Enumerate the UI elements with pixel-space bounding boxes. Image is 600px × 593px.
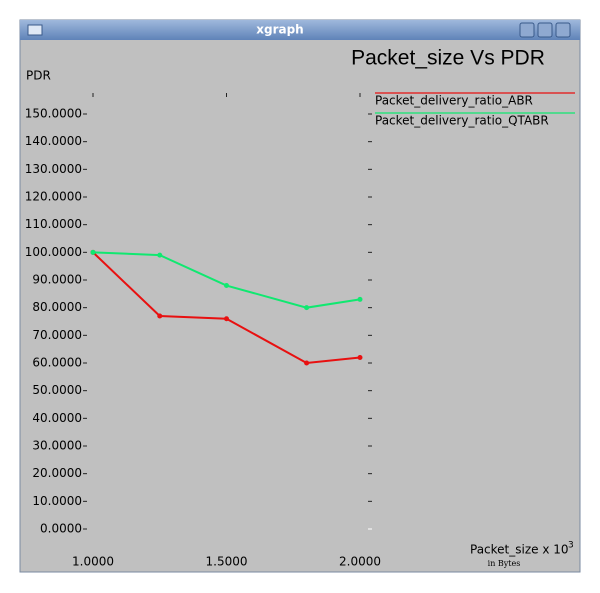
x-tick-label: 1.5000 — [206, 555, 248, 569]
y-tick-label: 90.0000 — [32, 273, 82, 287]
y-tick-label: 20.0000 — [32, 466, 82, 480]
y-tick-label: 0.0000 — [40, 522, 82, 536]
legend-label: Packet_delivery_ratio_ABR — [375, 94, 533, 108]
y-tick-label: 10.0000 — [32, 494, 82, 508]
close-button[interactable] — [555, 22, 571, 38]
y-tick-label: 110.0000 — [25, 217, 82, 231]
data-point — [224, 316, 229, 322]
y-tick-label: 30.0000 — [32, 439, 82, 453]
data-point — [357, 354, 363, 360]
data-point — [157, 313, 163, 319]
data-point — [157, 252, 163, 258]
data-point — [90, 249, 96, 255]
x-axis-unit: in Bytes — [488, 559, 521, 568]
y-tick-label: 120.0000 — [25, 190, 82, 204]
y-tick-label: 70.0000 — [32, 328, 82, 342]
y-tick-label: 80.0000 — [32, 300, 82, 314]
window-frame — [19, 19, 581, 573]
y-tick-label: 140.0000 — [25, 134, 82, 148]
y-tick-label: 40.0000 — [32, 411, 82, 425]
data-point — [304, 305, 310, 311]
chart-title: Packet_size Vs PDR — [351, 47, 545, 70]
y-tick-label: 60.0000 — [32, 356, 82, 370]
minimize-button[interactable] — [519, 22, 535, 38]
window-title: xgraph — [256, 23, 303, 37]
x-axis-label-exponent: 3 — [568, 541, 574, 551]
data-point — [224, 283, 229, 289]
x-tick-label: 2.0000 — [339, 555, 381, 569]
maximize-button[interactable] — [537, 22, 553, 38]
data-point — [304, 360, 310, 366]
window-menu[interactable] — [27, 24, 43, 36]
y-tick-label: 150.0000 — [25, 107, 82, 121]
legend-label: Packet_delivery_ratio_QTABR — [375, 114, 549, 128]
y-tick-label: 100.0000 — [25, 245, 82, 259]
x-axis-label: Packet_size x 10 — [470, 543, 569, 557]
title-bar — [20, 20, 580, 40]
y-tick-label: 130.0000 — [25, 162, 82, 176]
x-tick-label: 1.0000 — [72, 555, 114, 569]
data-point — [357, 296, 363, 302]
y-tick-label: 50.0000 — [32, 383, 82, 397]
y-axis-label: PDR — [26, 69, 51, 83]
